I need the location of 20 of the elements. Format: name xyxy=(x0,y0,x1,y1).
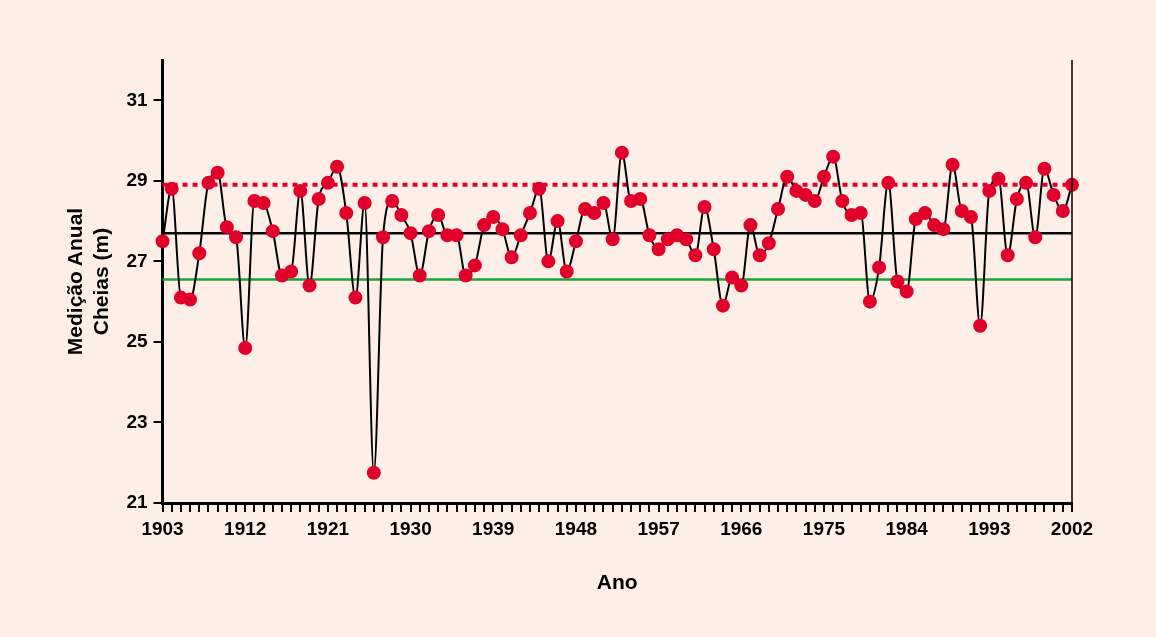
y-tick-label: 27 xyxy=(126,249,148,271)
x-tick-label: 1903 xyxy=(141,517,184,539)
x-tick-label: 1975 xyxy=(802,517,846,539)
y-tick-label: 25 xyxy=(126,330,148,352)
x-tick-label: 2002 xyxy=(1050,517,1094,539)
x-tick-label: 1948 xyxy=(554,517,598,539)
x-tick-label: 1993 xyxy=(968,517,1011,539)
y-tick-label: 31 xyxy=(126,88,148,110)
y-tick-label: 21 xyxy=(126,491,148,513)
x-tick-label: 1957 xyxy=(637,517,680,539)
x-tick-label: 1912 xyxy=(224,517,267,539)
x-tick-label: 1939 xyxy=(472,517,515,539)
y-tick-label: 23 xyxy=(126,410,148,432)
x-tick-label: 1966 xyxy=(720,517,763,539)
x-tick-label: 1984 xyxy=(885,517,929,539)
y-axis-title: Medição Anual Cheias (m) xyxy=(63,207,112,356)
x-axis-title: Ano xyxy=(596,570,638,594)
x-tick-label: 1930 xyxy=(389,517,432,539)
x-tick-label: 1921 xyxy=(306,517,350,539)
y-tick-label: 29 xyxy=(126,169,148,191)
